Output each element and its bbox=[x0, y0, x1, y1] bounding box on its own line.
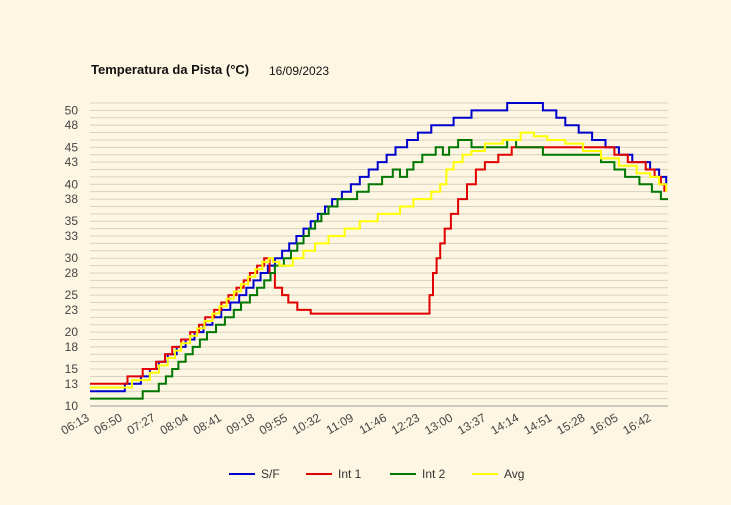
y-tick-label: 50 bbox=[65, 103, 79, 117]
y-tick-label: 35 bbox=[65, 214, 79, 228]
legend-label: Int 1 bbox=[338, 467, 362, 481]
y-tick-label: 10 bbox=[65, 399, 79, 413]
chart-date: 16/09/2023 bbox=[269, 64, 329, 78]
y-tick-label: 20 bbox=[65, 325, 79, 339]
y-tick-label: 40 bbox=[65, 177, 79, 191]
y-tick-label: 23 bbox=[65, 303, 79, 317]
y-tick-label: 15 bbox=[65, 362, 79, 376]
y-tick-label: 28 bbox=[65, 266, 79, 280]
series-line-avg bbox=[90, 131, 668, 389]
y-tick-label: 25 bbox=[65, 288, 79, 302]
y-tick-label: 18 bbox=[65, 340, 79, 354]
y-tick-label: 43 bbox=[65, 155, 79, 169]
legend: S/F Int 1 Int 2 Avg bbox=[229, 467, 524, 481]
legend-label: Int 2 bbox=[422, 467, 446, 481]
series-lines bbox=[90, 102, 668, 400]
legend-label: Avg bbox=[504, 467, 524, 481]
legend-label: S/F bbox=[261, 467, 280, 481]
series-line-int-2 bbox=[90, 139, 668, 400]
y-tick-label: 13 bbox=[65, 377, 79, 391]
y-tick-label: 45 bbox=[65, 140, 79, 154]
series-line-s-f bbox=[90, 102, 668, 393]
chart-title: Temperatura da Pista (°C) bbox=[91, 62, 249, 77]
y-tick-label: 30 bbox=[65, 251, 79, 265]
y-tick-label: 33 bbox=[65, 229, 79, 243]
series-line-int-1 bbox=[90, 146, 666, 385]
y-tick-label: 38 bbox=[65, 192, 79, 206]
y-tick-label: 48 bbox=[65, 118, 79, 132]
